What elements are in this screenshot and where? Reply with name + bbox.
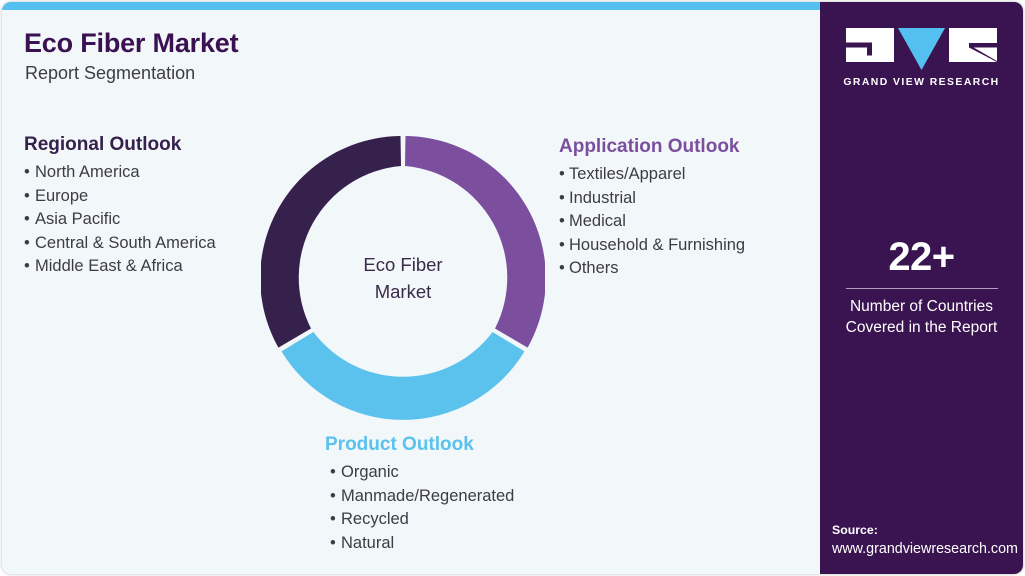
regional-outlook-list: • North America • Europe • Asia Pacific • Ce…	[24, 161, 216, 279]
list-item: • Others	[559, 257, 745, 281]
brand-logo: GRAND VIEW RESEARCH	[820, 28, 1023, 88]
bullet-icon: •	[559, 165, 565, 183]
source-block: Source: www.grandviewresearch.com	[832, 521, 1018, 559]
page-title: Eco Fiber Market	[24, 28, 239, 58]
application-outlook-list: • Textiles/Apparel • Industrial • Medical •…	[559, 163, 745, 281]
bullet-icon: •	[24, 257, 30, 276]
bullet-icon: •	[559, 212, 565, 231]
list-item-label: Others	[569, 259, 619, 278]
list-item: • Household & Furnishing	[559, 234, 745, 258]
bullet-icon: •	[559, 188, 565, 207]
source-label: Source:	[832, 523, 878, 537]
sidebar-panel: GRAND VIEW RESEARCH 22+ Number of Countr…	[820, 2, 1023, 574]
list-item-label: Europe	[35, 186, 89, 205]
list-item: • Recycled	[330, 508, 514, 532]
logo-v-icon	[898, 28, 945, 70]
list-item-label: North America	[35, 163, 140, 181]
list-item-label: Asia Pacific	[35, 210, 121, 229]
bullet-icon: •	[559, 235, 565, 254]
donut-segment-regional	[261, 136, 401, 348]
list-item: • Europe	[24, 185, 216, 209]
list-item-label: Middle East & Africa	[35, 257, 183, 276]
donut-segment-product	[281, 332, 525, 420]
list-item-label: Textiles/Apparel	[569, 165, 686, 183]
bullet-icon: •	[24, 163, 30, 181]
donut-chart-svg	[261, 136, 545, 420]
stat-caption-line-1: Number of Countries	[849, 298, 993, 315]
bullet-icon: •	[330, 463, 336, 481]
list-item-label: Household & Furnishing	[569, 235, 746, 254]
bullet-icon: •	[330, 533, 336, 552]
logo-marks	[846, 28, 997, 70]
product-outlook-heading: Product Outlook	[325, 434, 474, 455]
stat-divider	[845, 288, 998, 289]
bullet-icon: •	[559, 259, 565, 278]
list-item-label: Central & South America	[35, 233, 216, 252]
list-item-label: Industrial	[569, 188, 636, 207]
list-item-label: Natural	[341, 533, 395, 552]
list-item-label: Manmade/Regenerated	[341, 486, 515, 505]
list-item-label: Organic	[341, 463, 399, 481]
donut-segment-application	[405, 136, 545, 348]
list-item: • Central & South America	[24, 232, 216, 256]
bullet-icon: •	[24, 233, 30, 252]
list-item-label: Medical	[569, 212, 626, 231]
list-item: • Middle East & Africa	[24, 255, 216, 279]
donut-chart: Eco Fiber Market	[261, 136, 545, 420]
regional-outlook-block: Regional Outlook • North America • Europe …	[24, 134, 216, 279]
application-outlook-heading: Application Outlook	[559, 136, 740, 157]
product-outlook-list: • Organic • Manmade/Regenerated • Recycled …	[325, 461, 514, 555]
list-item: • Textiles/Apparel	[559, 163, 745, 187]
page-subtitle: Report Segmentation	[25, 63, 196, 83]
application-outlook-block: Application Outlook • Textiles/Apparel • I…	[559, 136, 745, 281]
bullet-icon: •	[330, 510, 336, 529]
list-item: • Asia Pacific	[24, 208, 216, 232]
bullet-icon: •	[24, 210, 30, 229]
main-content: Eco Fiber Market Report Segmentation Reg…	[2, 10, 820, 574]
regional-outlook-heading: Regional Outlook	[24, 134, 182, 155]
bullet-icon: •	[24, 186, 30, 205]
bullet-icon: •	[330, 486, 336, 505]
stat-caption-line-2: Covered in the Report	[845, 319, 998, 336]
list-item: • Medical	[559, 210, 745, 234]
logo-caption: GRAND VIEW RESEARCH	[843, 77, 1000, 88]
logo-r-icon	[949, 28, 997, 62]
list-item-label: Recycled	[341, 510, 409, 529]
list-item: • Industrial	[559, 187, 745, 211]
list-item: • Natural	[330, 532, 514, 556]
list-item: • North America	[24, 161, 216, 185]
top-accent-bar	[2, 2, 1023, 10]
list-item: • Manmade/Regenerated	[330, 485, 514, 509]
stat-number: 22+	[888, 235, 955, 279]
product-outlook-block: Product Outlook • Organic • Manmade/Regene…	[325, 434, 514, 555]
source-url[interactable]: www.grandviewresearch.com	[832, 541, 1018, 557]
logo-g-icon	[846, 28, 894, 62]
stat-block: 22+ Number of Countries Covered in the R…	[820, 235, 1023, 338]
list-item: • Organic	[330, 461, 514, 485]
donut-arcs	[261, 136, 545, 420]
